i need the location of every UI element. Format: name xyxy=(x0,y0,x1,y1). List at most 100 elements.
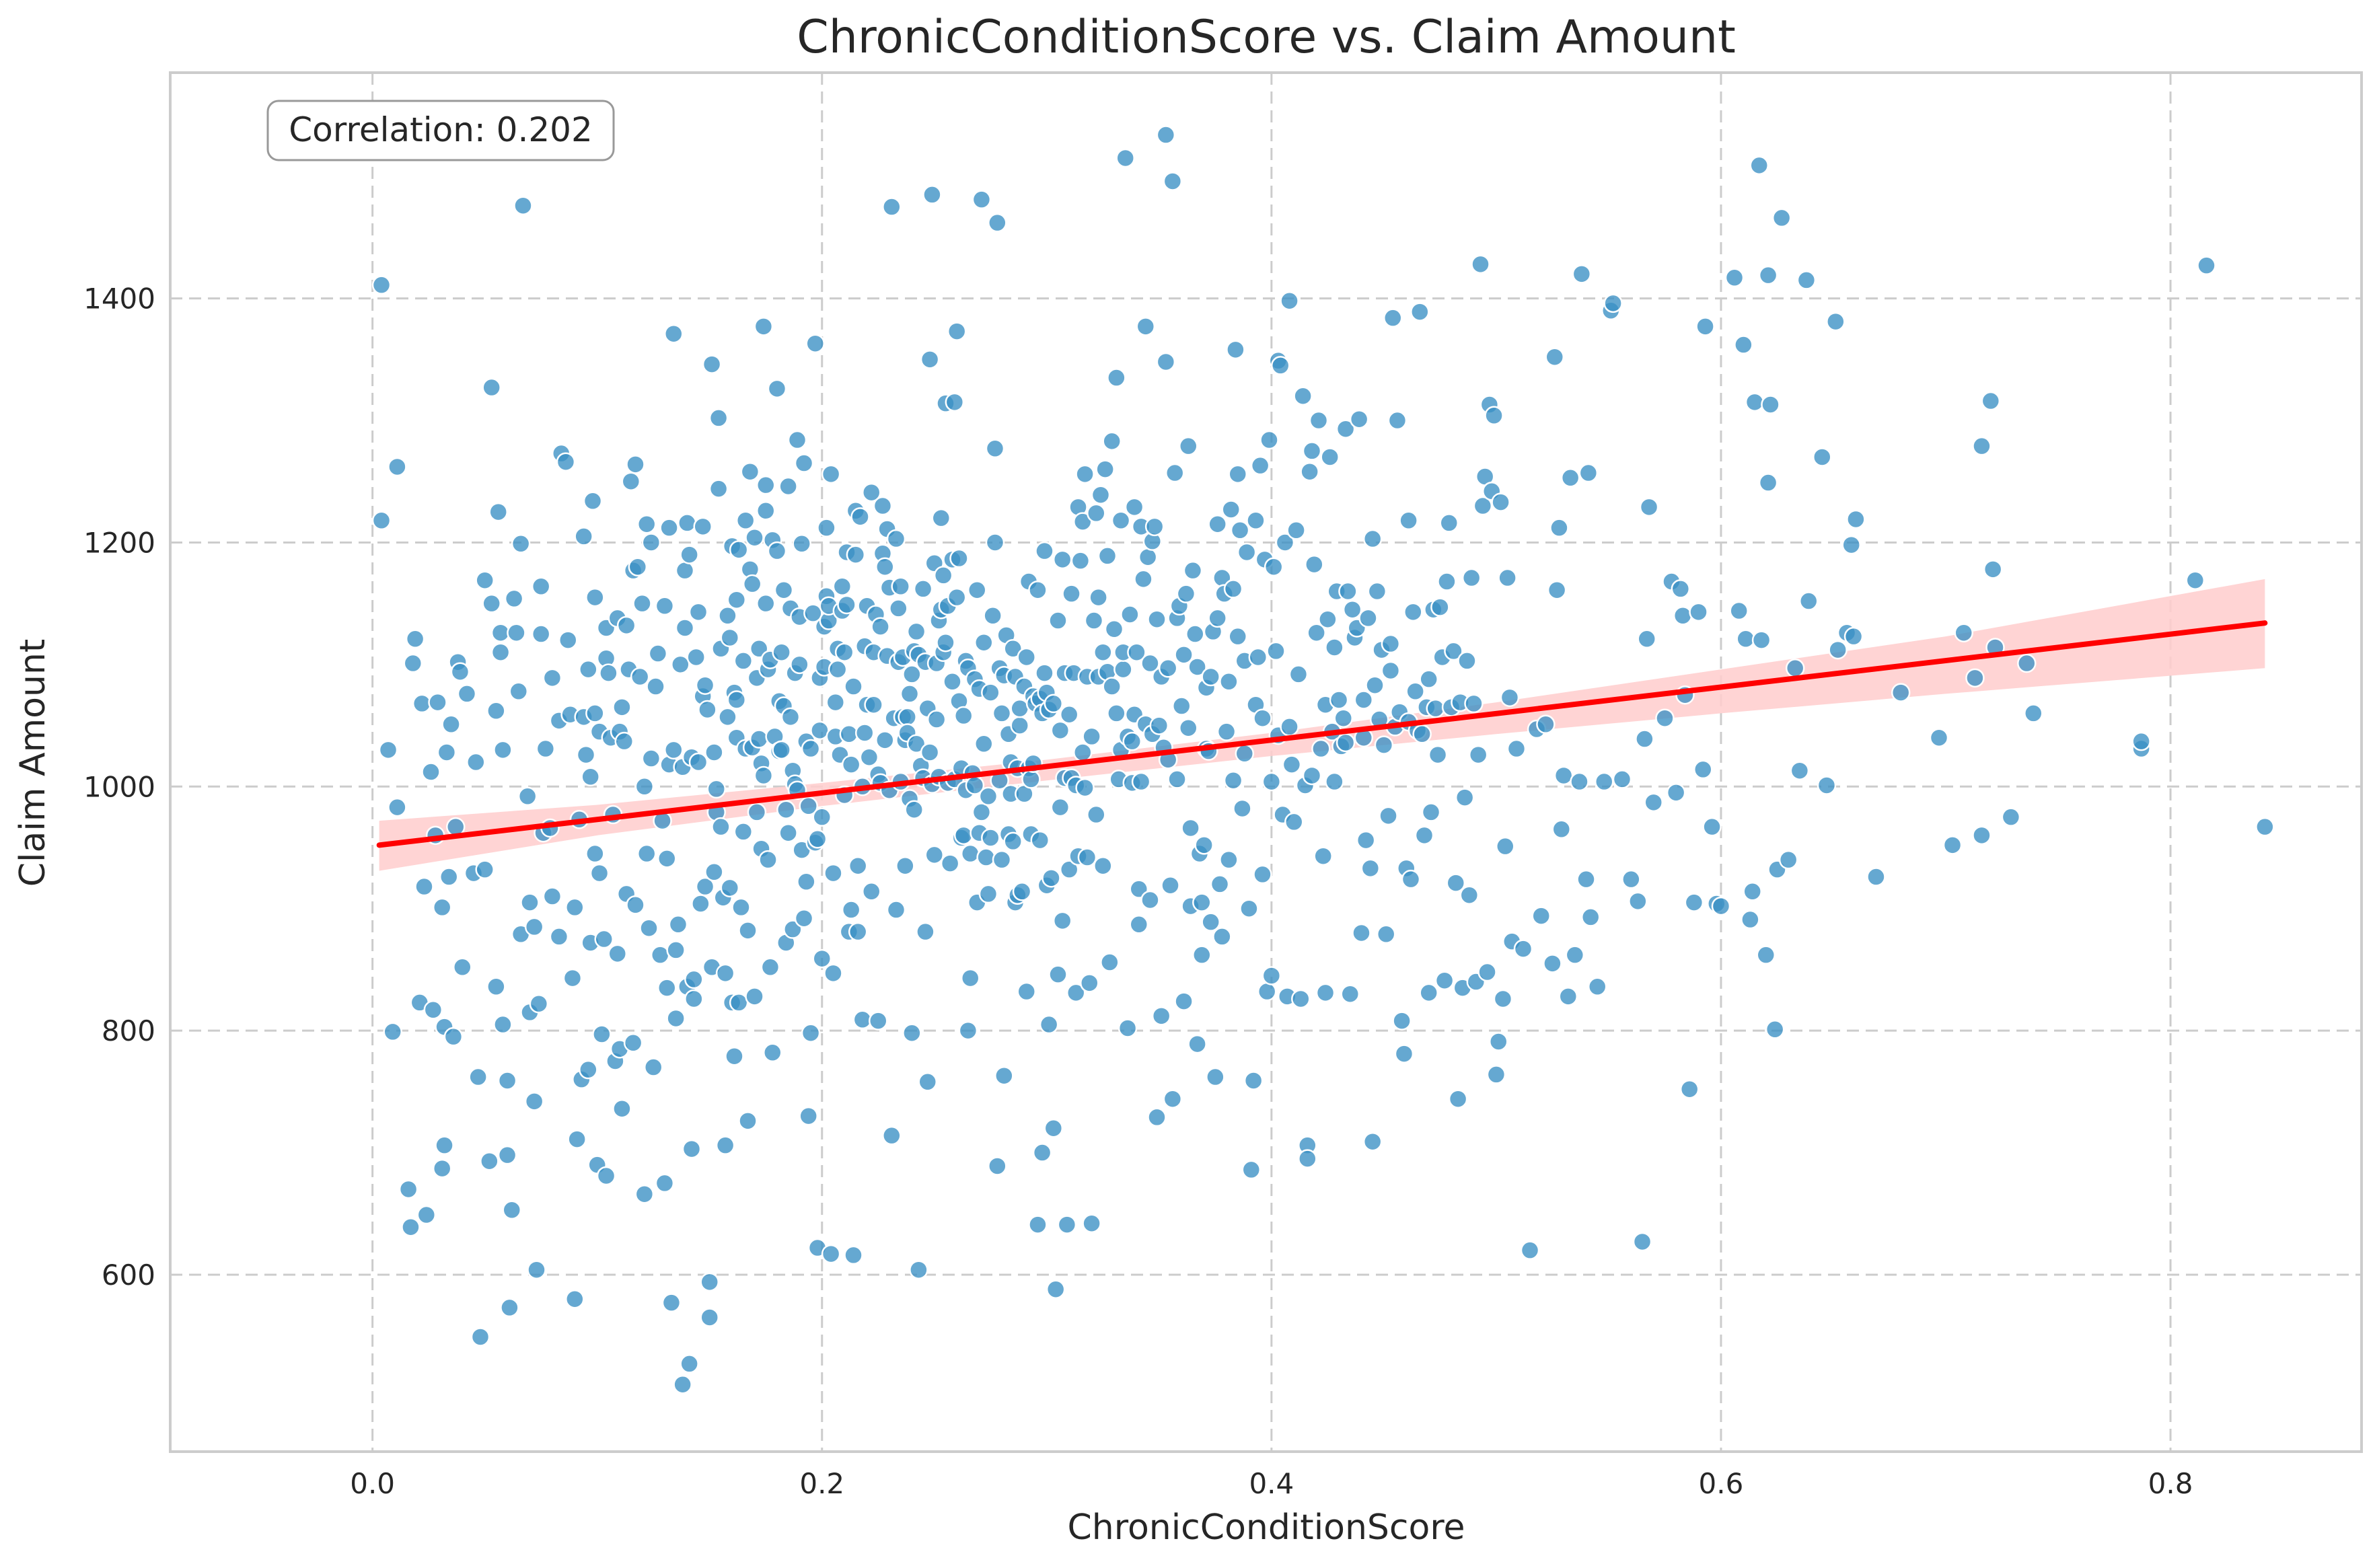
data-point xyxy=(1972,825,1992,846)
data-point xyxy=(1342,599,1362,620)
data-point xyxy=(1367,581,1387,601)
data-point xyxy=(1257,981,1277,1002)
data-point xyxy=(490,642,511,662)
data-point xyxy=(873,496,893,516)
data-point xyxy=(1057,1215,1077,1234)
data-point xyxy=(1362,529,1383,549)
data-point xyxy=(767,379,787,399)
data-point xyxy=(1050,797,1070,817)
data-point xyxy=(817,518,836,537)
data-point xyxy=(834,642,854,662)
data-point xyxy=(931,508,951,528)
plot-frame xyxy=(169,71,2363,1453)
data-point xyxy=(2001,807,2021,827)
data-point xyxy=(1981,391,2001,411)
data-point xyxy=(500,1298,519,1318)
data-point xyxy=(940,854,960,873)
x-axis-label: ChronicConditionScore xyxy=(1067,1507,1465,1548)
data-point xyxy=(1491,492,1510,512)
data-point xyxy=(1671,579,1691,599)
data-point xyxy=(902,1023,922,1043)
data-point xyxy=(1118,1018,1138,1038)
data-point xyxy=(2017,653,2037,673)
data-point xyxy=(1693,759,1713,780)
data-point xyxy=(1826,311,1846,332)
data-point xyxy=(1761,395,1780,414)
data-point xyxy=(1300,461,1319,482)
data-point xyxy=(2131,731,2151,751)
data-point xyxy=(1421,802,1441,822)
data-point xyxy=(745,987,764,1006)
data-point xyxy=(664,740,684,760)
data-point xyxy=(1401,869,1421,889)
data-point xyxy=(1381,634,1401,654)
data-point xyxy=(778,476,798,496)
data-point xyxy=(841,900,861,920)
data-point xyxy=(1093,856,1113,876)
data-point xyxy=(1208,514,1227,534)
data-point xyxy=(720,628,740,648)
data-point xyxy=(985,439,1005,459)
data-point xyxy=(790,655,809,675)
data-point xyxy=(733,651,754,671)
data-point xyxy=(1212,927,1232,946)
data-point xyxy=(720,878,740,898)
data-point xyxy=(1048,965,1068,984)
data-point xyxy=(1223,770,1243,790)
data-point xyxy=(1120,605,1140,624)
chart-title: ChronicConditionScore vs. Claim Amount xyxy=(797,11,1736,64)
x-tick-label: 0.8 xyxy=(2148,1467,2193,1500)
data-point xyxy=(1165,463,1185,483)
data-point xyxy=(974,734,994,754)
data-point xyxy=(1929,728,1949,747)
data-point xyxy=(650,945,670,965)
data-point xyxy=(583,491,603,511)
data-point xyxy=(727,690,747,710)
data-point xyxy=(585,587,605,607)
data-point xyxy=(812,948,832,969)
data-point xyxy=(1354,690,1374,710)
data-point xyxy=(589,863,610,883)
data-point xyxy=(1144,517,1165,537)
correlation-annotation: Correlation: 0.202 xyxy=(266,100,615,161)
data-point xyxy=(1983,560,2003,579)
y-tick-labels: 600 800 1000 1200 1400 xyxy=(83,283,155,1292)
data-point xyxy=(675,618,695,638)
data-point xyxy=(1264,557,1284,576)
data-point xyxy=(1183,560,1203,581)
data-point xyxy=(976,848,996,867)
annotation-text: Correlation: 0.202 xyxy=(289,110,593,149)
data-point xyxy=(924,845,945,865)
data-point xyxy=(772,642,791,662)
data-point xyxy=(1578,463,1599,483)
data-point xyxy=(1302,441,1322,461)
data-point xyxy=(428,692,447,712)
data-point xyxy=(517,786,538,807)
data-point xyxy=(898,707,917,727)
data-point xyxy=(475,570,495,590)
data-point xyxy=(869,1011,888,1031)
data-point xyxy=(1655,708,1675,728)
data-point xyxy=(636,514,657,534)
data-point xyxy=(1329,690,1349,710)
data-point xyxy=(1280,291,1299,311)
data-point xyxy=(1419,983,1438,1003)
data-point xyxy=(896,856,915,876)
data-point xyxy=(1430,597,1450,617)
data-point xyxy=(1841,535,1861,555)
data-point xyxy=(1392,1011,1412,1031)
data-point xyxy=(1828,640,1848,660)
data-point xyxy=(708,408,729,428)
data-point xyxy=(1695,317,1715,336)
data-point xyxy=(693,517,712,537)
data-point xyxy=(507,623,526,642)
data-point xyxy=(1003,831,1023,852)
data-point xyxy=(1891,683,1911,702)
data-point xyxy=(542,887,562,906)
data-point xyxy=(1270,356,1290,375)
data-point xyxy=(1291,989,1311,1009)
data-point xyxy=(824,863,843,883)
data-point xyxy=(776,800,796,820)
data-point xyxy=(659,518,679,537)
data-point xyxy=(1543,954,1562,973)
